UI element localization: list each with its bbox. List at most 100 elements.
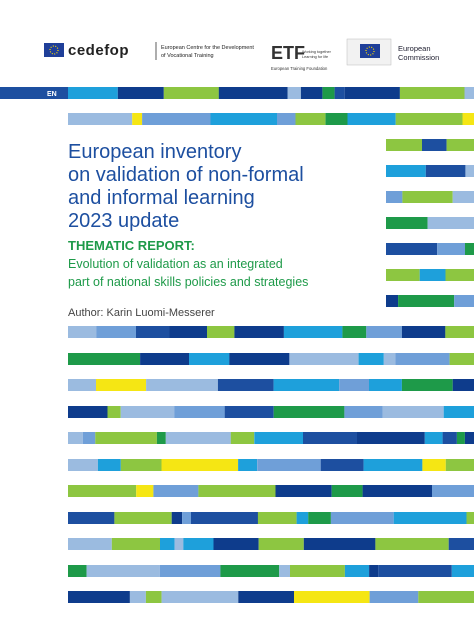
stripe-segment [386,269,420,281]
stripe-segment [171,512,183,524]
stripe-segment [290,565,345,577]
stripe-segment [95,432,157,444]
stripe-segment [68,87,118,99]
stripe-segment [358,353,384,365]
report-label: THEMATIC REPORT: [68,238,195,253]
stripe-segment [386,139,422,151]
stripe-segment [283,326,343,338]
stripe-segment [198,485,276,497]
stripe-segment [279,565,291,577]
stripe-segment [398,295,455,307]
stripe-segment [120,459,162,471]
stripe-segment [401,379,453,391]
stripe-segment [442,432,457,444]
stripe-segment [445,326,474,338]
stripe-segment [449,353,474,365]
stripe-segment [182,512,191,524]
stripe-segment [174,538,184,550]
author: Author: Karin Luomi-Messerer [68,307,215,319]
stripe-segment [386,191,403,203]
stripe-segment [452,191,474,203]
stripe-segment [153,485,199,497]
stripe-segment [446,139,474,151]
stripe-segment [395,113,463,125]
commission-name: Commission [398,53,439,62]
stripe-segment [136,326,170,338]
stripe-segment [344,565,370,577]
stripe-segment [362,485,432,497]
stripe-segment [68,538,112,550]
stripe-segment [68,512,115,524]
stripe-segment [452,379,474,391]
etf-tagline: Learning for life [302,55,328,59]
cedefop-name: European Centre for the Development [161,45,254,51]
eu-flag [360,44,380,58]
stripe-segment [96,326,137,338]
stripe-segment [275,485,332,497]
stripe-segment [325,113,348,125]
language-tab [38,87,68,99]
stripe-segment [68,432,83,444]
stripe-segment [156,432,166,444]
stripe-segment [357,432,425,444]
stripe-segment [68,565,87,577]
etf-logo: ETF [271,43,305,63]
stripe-segment [347,113,396,125]
stripe-segment [97,459,121,471]
stripe-segment [120,406,175,418]
eu-stars [49,45,59,55]
stripe-segment [217,379,274,391]
stripe-segment [445,459,474,471]
stripe-segment [210,113,277,125]
stripe-segment [82,432,96,444]
stripe-segment [68,353,141,365]
etf-name: European Training Foundation [271,66,328,71]
stripe-segment [68,459,98,471]
stripe-segment [344,406,383,418]
stripe-segment [401,326,446,338]
stripe-segment [114,512,172,524]
stripe-segment [425,165,466,177]
stripe-segment [383,353,396,365]
stripe-segment [132,113,143,125]
stripe-segment [296,512,309,524]
stripe-segment [191,512,258,524]
stripe-segment [234,326,284,338]
stripe-segment [369,591,419,603]
stripe-segment [273,379,340,391]
stripe-segment [107,406,121,418]
stripe-segment [303,432,358,444]
stripe-segment [369,379,402,391]
stripe-segment [330,512,394,524]
stripe-segment [445,269,474,281]
stripe-segment [140,353,189,365]
stripe-segment [322,87,335,99]
stripe-segment [427,217,474,229]
stripes [0,87,474,603]
stripe-segment [386,217,428,229]
stripe-segment [129,591,146,603]
stripe-segment [159,565,221,577]
stripe-segment [174,406,225,418]
stripe-segment [464,87,474,99]
stripe-segment [238,591,294,603]
stripe-segment [68,326,97,338]
stripe-segment [68,406,108,418]
stripe-segment [0,87,38,99]
stripe-segment [258,538,304,550]
title-line: on validation of non-formal [68,164,304,186]
stripe-segment [273,406,345,418]
stripe-segment [230,432,255,444]
language: EN [47,91,57,98]
stripe-segment [378,565,452,577]
stripe-segment [375,538,449,550]
stripe-segment [207,326,235,338]
stripe-segment [342,326,367,338]
cedefop-name: of Vocational Training [161,53,214,59]
stripe-segment [254,432,303,444]
stripe-segment [136,485,154,497]
stripe-segment [339,379,369,391]
stripe-segment [464,432,474,444]
subtitle-line: part of national skills policies and str… [68,275,308,289]
stripe-segment [344,87,400,99]
